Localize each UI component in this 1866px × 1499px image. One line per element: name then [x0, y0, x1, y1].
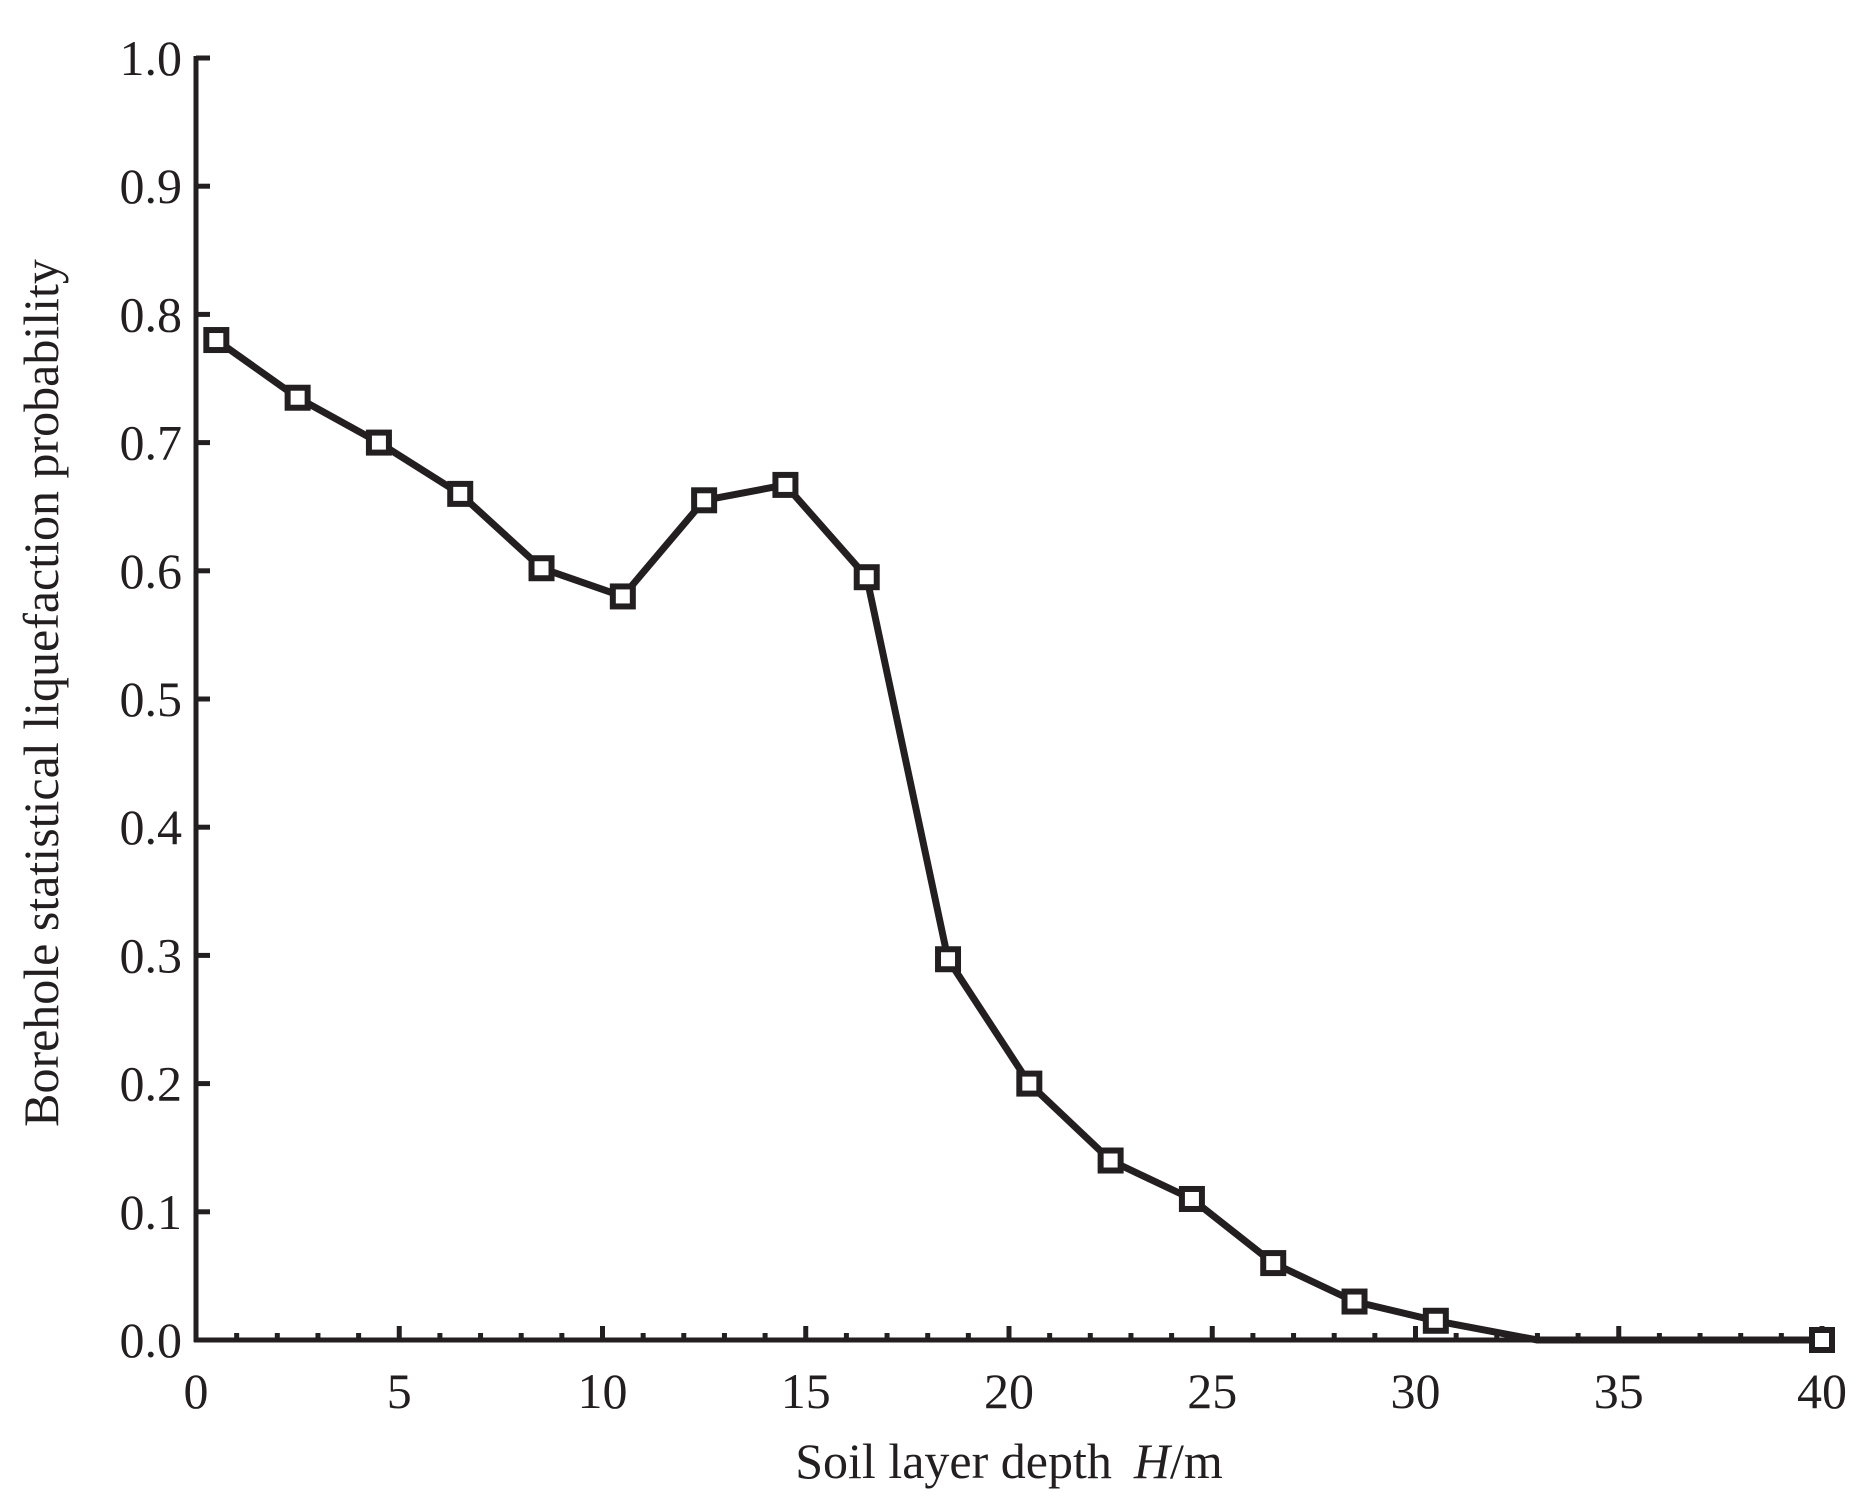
- axes: [193, 56, 1822, 1343]
- data-point: [1341, 1288, 1368, 1315]
- y-tick-label: 0.0: [120, 1312, 183, 1368]
- x-tick-label: 5: [387, 1363, 412, 1419]
- x-axis-title: Soil layer depth H/m: [795, 1433, 1223, 1489]
- y-tick-label: 1.0: [120, 30, 183, 86]
- x-tick-label: 30: [1391, 1363, 1441, 1419]
- data-point: [1809, 1327, 1835, 1353]
- y-tick-label: 0.2: [120, 1056, 183, 1112]
- x-tick-label: 35: [1594, 1363, 1644, 1419]
- y-tick-label: 0.9: [120, 158, 183, 214]
- x-axis-ticks: 0 5 10 15 20 25 30 35 40: [184, 1326, 1847, 1419]
- data-point: [1422, 1307, 1449, 1334]
- x-axis-title-text: Soil layer depth: [795, 1433, 1112, 1489]
- data-point: [935, 946, 962, 973]
- x-axis-title-symbol: H: [1133, 1433, 1173, 1489]
- y-tick-label: 0.6: [120, 543, 183, 599]
- x-tick-label: 40: [1797, 1363, 1847, 1419]
- y-tick-label: 0.7: [120, 415, 183, 471]
- y-axis-ticks: 0.0 0.1 0.2 0.3 0.4 0.5 0.6 0.7 0.8 0.9 1.0: [120, 30, 210, 1368]
- x-tick-label: 20: [984, 1363, 1034, 1419]
- y-tick-label: 0.3: [120, 927, 183, 983]
- x-tick-label: 0: [184, 1363, 209, 1419]
- data-point: [203, 327, 230, 354]
- data-point: [609, 583, 636, 610]
- y-tick-label: 0.8: [120, 286, 183, 342]
- data-point: [691, 487, 718, 514]
- data-point: [1178, 1185, 1205, 1212]
- x-tick-label: 25: [1187, 1363, 1237, 1419]
- data-point: [772, 471, 799, 498]
- data-point: [284, 384, 311, 411]
- data-point: [1260, 1250, 1287, 1277]
- x-tick-label: 15: [781, 1363, 831, 1419]
- x-axis-title-unit: /m: [1170, 1433, 1223, 1489]
- y-tick-label: 0.1: [120, 1184, 183, 1240]
- data-point: [528, 555, 555, 582]
- y-tick-label: 0.4: [120, 799, 183, 855]
- data-point: [1097, 1147, 1124, 1174]
- data-point: [365, 429, 392, 456]
- x-tick-label: 10: [578, 1363, 628, 1419]
- data-point: [853, 564, 880, 591]
- y-axis-title: Borehole statistical liquefaction probab…: [13, 259, 69, 1127]
- series-layer: [203, 327, 1835, 1353]
- data-point: [447, 480, 474, 507]
- y-tick-label: 0.5: [120, 671, 183, 727]
- data-point: [1016, 1070, 1043, 1097]
